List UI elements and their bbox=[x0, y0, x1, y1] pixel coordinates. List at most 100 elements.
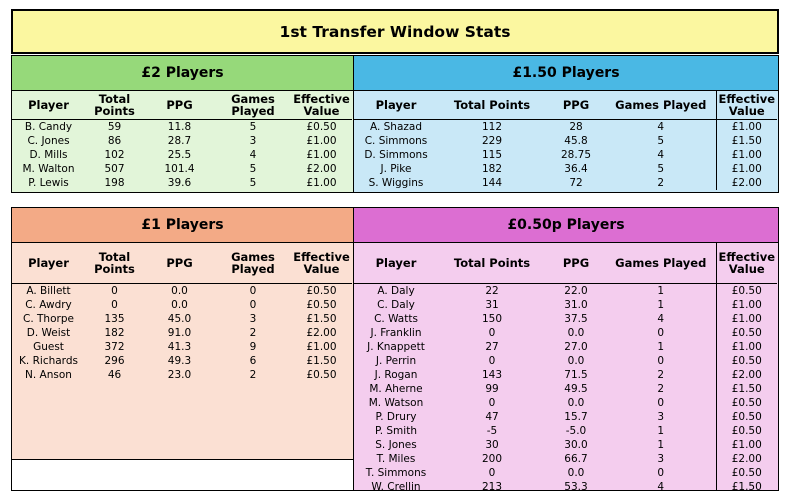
table-row: J. Knappett 27 27.0 1 £1.00 bbox=[354, 339, 777, 354]
cell-effective-value: £0.50 bbox=[715, 423, 777, 438]
cell-player: C. Thorpe bbox=[23, 312, 74, 325]
col-header-ppg: PPG bbox=[546, 243, 606, 284]
cell-ppg: 30.0 bbox=[564, 438, 588, 451]
cell-ppg: 49.5 bbox=[564, 382, 588, 395]
cell-total-points: 0 bbox=[488, 326, 496, 339]
cell-ppg: 31.0 bbox=[564, 298, 588, 311]
cell-games-played: 5 bbox=[249, 162, 257, 175]
cell-player: C. Watts bbox=[374, 312, 418, 325]
cell-games-played: 5 bbox=[657, 162, 665, 175]
cell-effective-value: £0.50 bbox=[306, 284, 337, 297]
panel-title: £0.50p Players bbox=[354, 208, 778, 243]
cell-effective-value: £1.50 bbox=[715, 381, 777, 396]
table-row: P. Smith -5 -5.0 1 £0.50 bbox=[354, 423, 777, 438]
col-header-ppg: PPG bbox=[144, 91, 215, 120]
col-header-ppg: PPG bbox=[144, 243, 215, 284]
cell-effective-value: £1.50 bbox=[715, 133, 777, 148]
cell-games-played: 9 bbox=[249, 340, 257, 353]
players-table: Player Total Points PPG Games Played Eff… bbox=[354, 91, 777, 190]
cell-games-played: 4 bbox=[249, 148, 257, 161]
cell-ppg: 0.0 bbox=[567, 354, 585, 367]
col-header-total-points: Total Points bbox=[85, 91, 144, 120]
cell-games-played: 5 bbox=[249, 120, 257, 133]
cell-total-points: 372 bbox=[104, 340, 125, 353]
cell-total-points: 0 bbox=[488, 466, 496, 479]
cell-total-points: 59 bbox=[107, 120, 122, 133]
cell-effective-value: £0.50 bbox=[306, 120, 337, 133]
col-header-games-played: Games Played bbox=[606, 243, 716, 284]
col-header-effective-value: Effective Value bbox=[715, 91, 777, 120]
cell-effective-value: £1.50 bbox=[715, 479, 777, 490]
players-table: Player Total Points PPG Games Played Eff… bbox=[12, 243, 352, 382]
cell-effective-value: £1.00 bbox=[306, 340, 337, 353]
col-header-player: Player bbox=[354, 243, 438, 284]
cell-player: Guest bbox=[33, 340, 64, 353]
cell-ppg: 36.4 bbox=[564, 162, 588, 175]
col-header-total-points: Total Points bbox=[438, 91, 546, 120]
cell-total-points: 47 bbox=[485, 410, 499, 423]
cell-games-played: 0 bbox=[249, 298, 257, 311]
cell-effective-value: £1.00 bbox=[306, 148, 337, 161]
table-row: M. Walton 507 101.4 5 £2.00 bbox=[12, 162, 352, 176]
table-row: A. Daly 22 22.0 1 £0.50 bbox=[354, 283, 777, 298]
table-row: D. Weist 182 91.0 2 £2.00 bbox=[12, 326, 352, 340]
table-row: J. Perrin 0 0.0 0 £0.50 bbox=[354, 353, 777, 368]
cell-total-points: 112 bbox=[481, 120, 503, 133]
cell-total-points: 213 bbox=[481, 480, 503, 491]
table-row: M. Aherne 99 49.5 2 £1.50 bbox=[354, 381, 777, 396]
cell-ppg: 71.5 bbox=[564, 368, 588, 381]
table-row: Guest 372 41.3 9 £1.00 bbox=[12, 340, 352, 354]
cell-player: D. Weist bbox=[26, 326, 71, 339]
table-row: T. Miles 200 66.7 3 £2.00 bbox=[354, 451, 777, 466]
cell-ppg: 23.0 bbox=[167, 368, 192, 381]
cell-total-points: 30 bbox=[485, 438, 499, 451]
cell-total-points: 102 bbox=[104, 148, 125, 161]
cell-player: J. Rogan bbox=[374, 368, 418, 381]
cell-games-played: 3 bbox=[249, 312, 257, 325]
cell-games-played: 0 bbox=[249, 284, 257, 297]
cell-ppg: 72 bbox=[569, 176, 583, 189]
cell-total-points: 182 bbox=[481, 162, 503, 175]
cell-effective-value: £1.00 bbox=[715, 437, 777, 452]
cell-effective-value: £2.00 bbox=[715, 451, 777, 466]
cell-player: A. Billett bbox=[26, 284, 71, 297]
cell-effective-value: £0.50 bbox=[715, 325, 777, 340]
table-row: A. Billett 0 0.0 0 £0.50 bbox=[12, 283, 352, 298]
cell-ppg: 39.6 bbox=[167, 176, 192, 189]
cell-games-played: 1 bbox=[657, 298, 665, 311]
cell-games-played: 0 bbox=[657, 354, 665, 367]
table-row: T. Simmons 0 0.0 0 £0.50 bbox=[354, 465, 777, 480]
cell-player: W. Crellin bbox=[371, 480, 421, 491]
cell-games-played: 4 bbox=[657, 120, 665, 133]
cell-ppg: 101.4 bbox=[164, 162, 195, 175]
table-row: W. Crellin 213 53.3 4 £1.50 bbox=[354, 479, 777, 491]
cell-player: A. Daly bbox=[377, 284, 415, 297]
cell-effective-value: £2.00 bbox=[715, 367, 777, 382]
col-header-effective-value: Effective Value bbox=[291, 91, 352, 120]
cell-player: J. Perrin bbox=[375, 354, 417, 367]
table-row: J. Franklin 0 0.0 0 £0.50 bbox=[354, 325, 777, 340]
cell-ppg: 0.0 bbox=[567, 326, 585, 339]
cell-player: S. Jones bbox=[375, 438, 417, 451]
cell-ppg: 0.0 bbox=[171, 284, 188, 297]
panel-title: £1.50 Players bbox=[354, 56, 778, 91]
cell-total-points: 0 bbox=[111, 284, 118, 297]
cell-player: M. Aherne bbox=[369, 382, 423, 395]
cell-games-played: 2 bbox=[249, 368, 257, 381]
cell-effective-value: £1.00 bbox=[306, 176, 337, 189]
col-header-effective-value: Effective Value bbox=[715, 243, 777, 284]
cell-games-played: 2 bbox=[657, 176, 665, 189]
cell-total-points: 86 bbox=[107, 134, 122, 147]
cell-games-played: 4 bbox=[657, 148, 665, 161]
cell-total-points: 46 bbox=[107, 368, 122, 381]
table-row: C. Watts 150 37.5 4 £1.00 bbox=[354, 311, 777, 326]
cell-effective-value: £1.00 bbox=[715, 119, 777, 134]
cell-games-played: 3 bbox=[249, 134, 257, 147]
cell-ppg: 41.3 bbox=[167, 340, 192, 353]
cell-games-played: 1 bbox=[657, 340, 665, 353]
panel-1-players: £1 Players Player Total Points PPG Games… bbox=[11, 207, 354, 491]
table-row: P. Drury 47 15.7 3 £0.50 bbox=[354, 409, 777, 424]
table-row: C. Daly 31 31.0 1 £1.00 bbox=[354, 297, 777, 312]
cell-effective-value: £1.50 bbox=[306, 354, 337, 367]
cell-games-played: 4 bbox=[657, 312, 665, 325]
